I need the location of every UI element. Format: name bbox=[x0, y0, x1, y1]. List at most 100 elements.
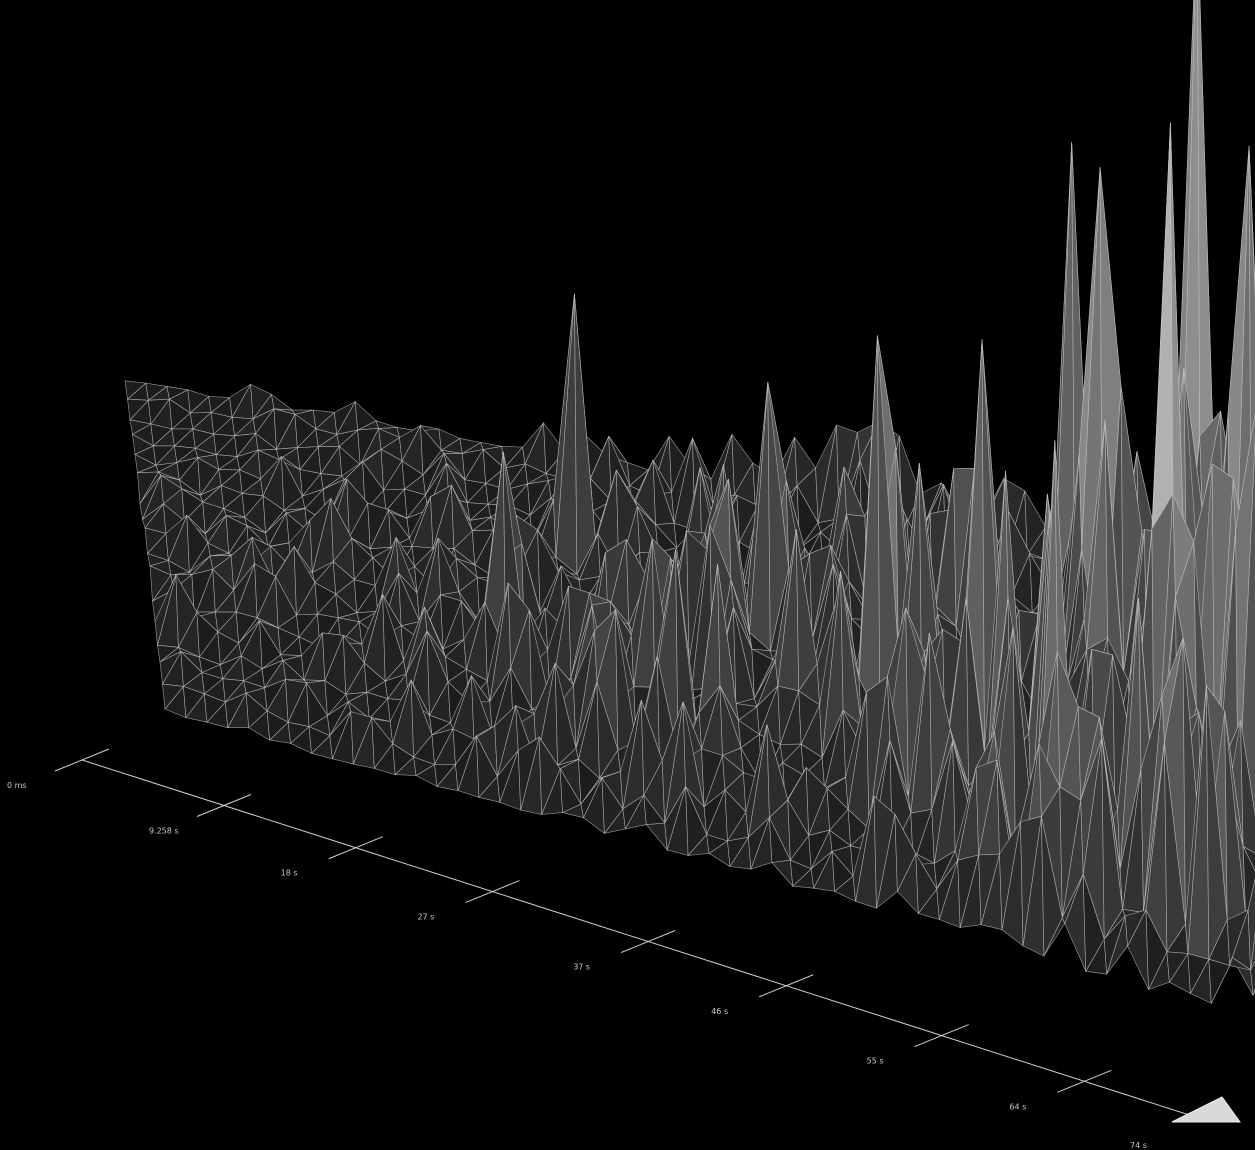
surface-face bbox=[1082, 874, 1105, 973]
surface-face bbox=[517, 736, 540, 811]
surface-face bbox=[434, 764, 457, 788]
surface-face bbox=[1018, 610, 1041, 682]
surface-face bbox=[302, 488, 324, 510]
surface-face bbox=[931, 740, 953, 864]
surface-face bbox=[175, 574, 198, 649]
surface-face bbox=[766, 724, 789, 819]
surface-face bbox=[260, 456, 282, 497]
surface-face bbox=[178, 479, 201, 496]
surface-face bbox=[736, 495, 759, 544]
surface-face bbox=[1020, 815, 1042, 946]
surface-face bbox=[250, 383, 272, 420]
time-axis-tick bbox=[328, 836, 383, 860]
surface-face bbox=[994, 731, 1016, 866]
surface-face bbox=[411, 545, 434, 568]
surface-face bbox=[527, 480, 550, 517]
time-axis-tick bbox=[465, 880, 520, 904]
surface-face bbox=[375, 420, 398, 429]
time-axis-ticks: 0 ms 9.258 s 18 s 27 s 37 s 46 s 55 s 64 s 74 s bbox=[7, 748, 1147, 1150]
surface-face bbox=[354, 400, 377, 431]
surface-face bbox=[150, 423, 173, 447]
surface-face bbox=[819, 570, 841, 758]
surface-face bbox=[294, 413, 317, 449]
surface-face bbox=[153, 445, 176, 466]
surface-face bbox=[445, 656, 467, 683]
surface-face bbox=[933, 849, 956, 891]
playhead-marker[interactable] bbox=[1171, 1096, 1241, 1123]
surface-face bbox=[149, 565, 172, 602]
surface-face bbox=[362, 460, 384, 512]
surface-face bbox=[346, 478, 369, 539]
surface-face bbox=[1185, 685, 1207, 954]
surface-face bbox=[188, 555, 211, 575]
surface-face bbox=[796, 485, 819, 550]
surface-face bbox=[738, 719, 760, 749]
surface-face bbox=[1226, 909, 1249, 966]
surface-face bbox=[437, 537, 460, 596]
surface-face bbox=[399, 424, 422, 462]
surface-face bbox=[314, 582, 337, 615]
surface-face bbox=[409, 496, 431, 548]
surface-face bbox=[746, 381, 769, 633]
surface-face bbox=[315, 428, 338, 448]
surface-face bbox=[230, 536, 253, 591]
surface-face bbox=[1041, 816, 1063, 957]
surface-face bbox=[366, 691, 389, 720]
surface-face bbox=[463, 602, 486, 670]
surface-face bbox=[209, 555, 233, 570]
surface-face bbox=[384, 673, 407, 700]
surface-face bbox=[1120, 385, 1143, 674]
surface-face bbox=[229, 384, 251, 419]
surface-face bbox=[459, 438, 482, 454]
surface-face bbox=[176, 457, 199, 481]
surface-face bbox=[899, 435, 921, 534]
surface-face bbox=[351, 537, 374, 581]
surface-face bbox=[303, 679, 325, 684]
surface-face bbox=[283, 508, 305, 514]
surface-face bbox=[873, 795, 896, 909]
surface-face bbox=[238, 620, 260, 657]
surface-face bbox=[466, 502, 489, 521]
surface-face bbox=[848, 581, 871, 621]
time-axis-tick-label: 0 ms bbox=[7, 781, 27, 790]
surface-face bbox=[622, 794, 645, 830]
surface-face bbox=[243, 680, 266, 694]
surface-face bbox=[978, 853, 1000, 925]
surface-face bbox=[630, 538, 653, 687]
surface-face bbox=[191, 568, 214, 618]
surface-face bbox=[199, 656, 222, 673]
time-axis-tick bbox=[759, 974, 814, 998]
surface-face bbox=[171, 428, 194, 447]
surface-face bbox=[605, 538, 627, 616]
surface-face bbox=[701, 748, 723, 807]
surface-face bbox=[443, 453, 466, 480]
surface-face bbox=[335, 593, 358, 619]
surface-face bbox=[192, 428, 215, 449]
surface-face bbox=[847, 808, 870, 847]
surface-face bbox=[132, 433, 155, 455]
surface-face bbox=[367, 502, 390, 549]
surface-face bbox=[953, 467, 975, 627]
surface-face bbox=[1229, 957, 1251, 971]
surface-face bbox=[1235, 412, 1255, 819]
time-axis-tick-label: 37 s bbox=[573, 963, 590, 972]
surface-face bbox=[936, 860, 958, 920]
surface-face bbox=[815, 424, 837, 523]
surface-face bbox=[239, 469, 262, 494]
surface-face bbox=[957, 854, 980, 928]
time-axis-tick bbox=[54, 748, 110, 772]
surface-face bbox=[280, 654, 302, 661]
surface-face bbox=[594, 608, 616, 682]
surface-face bbox=[196, 611, 219, 658]
surface-face bbox=[234, 433, 257, 458]
surface-face bbox=[342, 634, 365, 696]
surface-face bbox=[440, 594, 462, 650]
surface-face bbox=[748, 631, 772, 652]
surface-face bbox=[671, 438, 693, 524]
surface-face bbox=[1240, 720, 1255, 854]
surface-face bbox=[949, 728, 972, 802]
surface-face bbox=[661, 701, 684, 824]
surface-face bbox=[626, 539, 648, 625]
surface-face bbox=[596, 681, 619, 780]
